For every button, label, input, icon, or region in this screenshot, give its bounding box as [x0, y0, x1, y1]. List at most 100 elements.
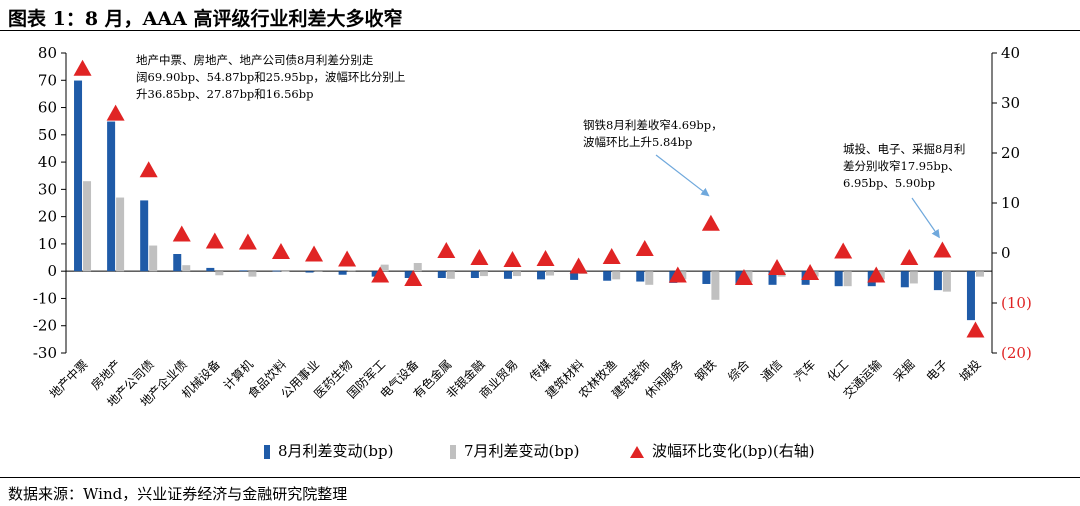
left-tick-label: -30	[33, 344, 57, 362]
triangle-point	[470, 249, 489, 265]
triangle-point	[701, 214, 720, 231]
bar-jul	[314, 271, 323, 272]
left-tick-label: 50	[38, 126, 57, 144]
triangle-point	[371, 266, 390, 283]
category-label: 地产中票	[46, 357, 91, 402]
triangle-point	[338, 250, 357, 267]
legend-label: 波幅环比变化(bp)(右轴)	[652, 442, 815, 460]
bar-aug	[537, 271, 546, 280]
bar-jul	[281, 270, 290, 272]
triangle-point	[437, 242, 456, 258]
category-label: 钢铁	[692, 357, 719, 384]
bar-aug	[74, 80, 83, 272]
bar-aug	[702, 271, 711, 284]
bar-aug	[107, 121, 116, 272]
triangle-point	[734, 269, 753, 285]
triangle-point	[305, 245, 324, 262]
bar-jul	[182, 265, 191, 272]
bar-jul	[248, 271, 257, 277]
legend-triangle: 波幅环比变化(bp)(右轴)	[630, 440, 815, 461]
bar-aug	[636, 271, 645, 282]
source-rule	[0, 477, 1080, 478]
left-tick-label: 40	[38, 153, 57, 171]
bar-aug	[239, 270, 248, 272]
right-tick-label: 40	[1001, 44, 1020, 62]
bar-aug	[206, 267, 215, 272]
bar-jul	[909, 271, 918, 284]
bar-aug	[404, 271, 413, 278]
bar-jul	[413, 263, 422, 272]
bar-aug	[834, 271, 843, 287]
left-tick-label: 70	[38, 71, 57, 89]
triangle-point	[668, 266, 687, 283]
legend-label: 8月利差变动(bp)	[278, 442, 394, 460]
triangle-point	[172, 225, 191, 242]
bar-jul	[744, 271, 753, 283]
bar-aug	[570, 271, 579, 280]
right-tick-label: (10)	[1001, 294, 1032, 312]
annotation-line: 城投、电子、采掘8月利	[843, 142, 966, 156]
category-label: 汽车	[791, 357, 819, 385]
bar-aug	[966, 271, 975, 321]
bar-aug	[272, 270, 281, 272]
chart-canvas: 80 70 60 50 40 30 20 10 0 -10 -20 -30 40 30 20 10 0 (10) (…	[33, 44, 1032, 410]
triangle-point	[867, 266, 886, 283]
triangle-icon	[630, 446, 644, 458]
right-tick-label: 10	[1001, 194, 1020, 212]
triangle-point	[933, 241, 952, 258]
left-tick-label: 80	[38, 44, 57, 62]
bar-aug	[603, 271, 612, 281]
bar-aug	[371, 271, 380, 277]
legend-swatch-aug	[264, 445, 270, 459]
annotation-chengtou: 城投、电子、采掘8月利 差分别收窄17.95bp、 6.95bp、5.90bp	[843, 141, 965, 192]
legend-label: 7月利差变动(bp)	[464, 442, 580, 460]
annotation-steel: 钢铁8月利差收窄4.69bp， 波幅环比上升5.84bp	[583, 117, 723, 151]
annotation-line: 升36.85bp、27.87bp和16.56bp	[136, 87, 314, 101]
category-label: 综合	[724, 357, 752, 385]
left-tick-label: 10	[38, 235, 57, 253]
bar-jul	[479, 271, 488, 277]
left-tick-label: -10	[33, 289, 57, 307]
triangle-point	[966, 321, 985, 338]
title-rule	[0, 30, 1080, 31]
triangle-point	[73, 59, 92, 76]
right-tick-label: 30	[1001, 94, 1020, 112]
bar-jul	[975, 271, 984, 277]
left-tick-label: 60	[38, 99, 57, 117]
annotation-line: 地产中票、房地产、地产公司债8月利差分别走	[136, 53, 374, 67]
bar-jul	[546, 271, 555, 276]
bar-jul	[446, 271, 455, 279]
triangle-point	[768, 259, 787, 275]
triangle-point	[271, 243, 290, 259]
bar-jul	[380, 264, 389, 272]
triangle-point	[503, 251, 522, 267]
right-tick-label: 0	[1001, 244, 1011, 262]
triangle-point	[801, 264, 820, 280]
bar-aug	[305, 271, 314, 273]
bar-jul	[711, 271, 720, 300]
bar-aug	[503, 271, 512, 279]
triangle-point	[834, 242, 853, 259]
triangle-point	[139, 161, 158, 178]
bar-jul	[843, 271, 852, 287]
source-note: 数据来源：Wind，兴业证券经济与金融研究院整理	[8, 485, 348, 503]
bar-jul	[512, 271, 521, 277]
bar-aug	[933, 271, 942, 291]
annotation-line: 波幅环比上升5.84bp	[583, 135, 693, 149]
left-tick-label: -20	[33, 317, 57, 335]
bar-jul	[645, 271, 654, 285]
bar-jul	[149, 245, 158, 272]
category-label: 采掘	[890, 357, 918, 385]
bar-aug	[768, 271, 777, 285]
bar-jul	[83, 181, 92, 272]
left-tick-label: 0	[47, 262, 57, 280]
category-label: 传媒	[526, 357, 554, 385]
bar-aug	[437, 271, 446, 278]
bar-aug	[338, 271, 347, 275]
category-label: 通信	[758, 357, 785, 384]
right-tick-label: 20	[1001, 144, 1020, 162]
bar-jul	[942, 271, 951, 292]
annotation-line: 6.95bp、5.90bp	[843, 176, 936, 190]
triangle-point	[900, 249, 919, 265]
bar-jul	[612, 271, 621, 280]
